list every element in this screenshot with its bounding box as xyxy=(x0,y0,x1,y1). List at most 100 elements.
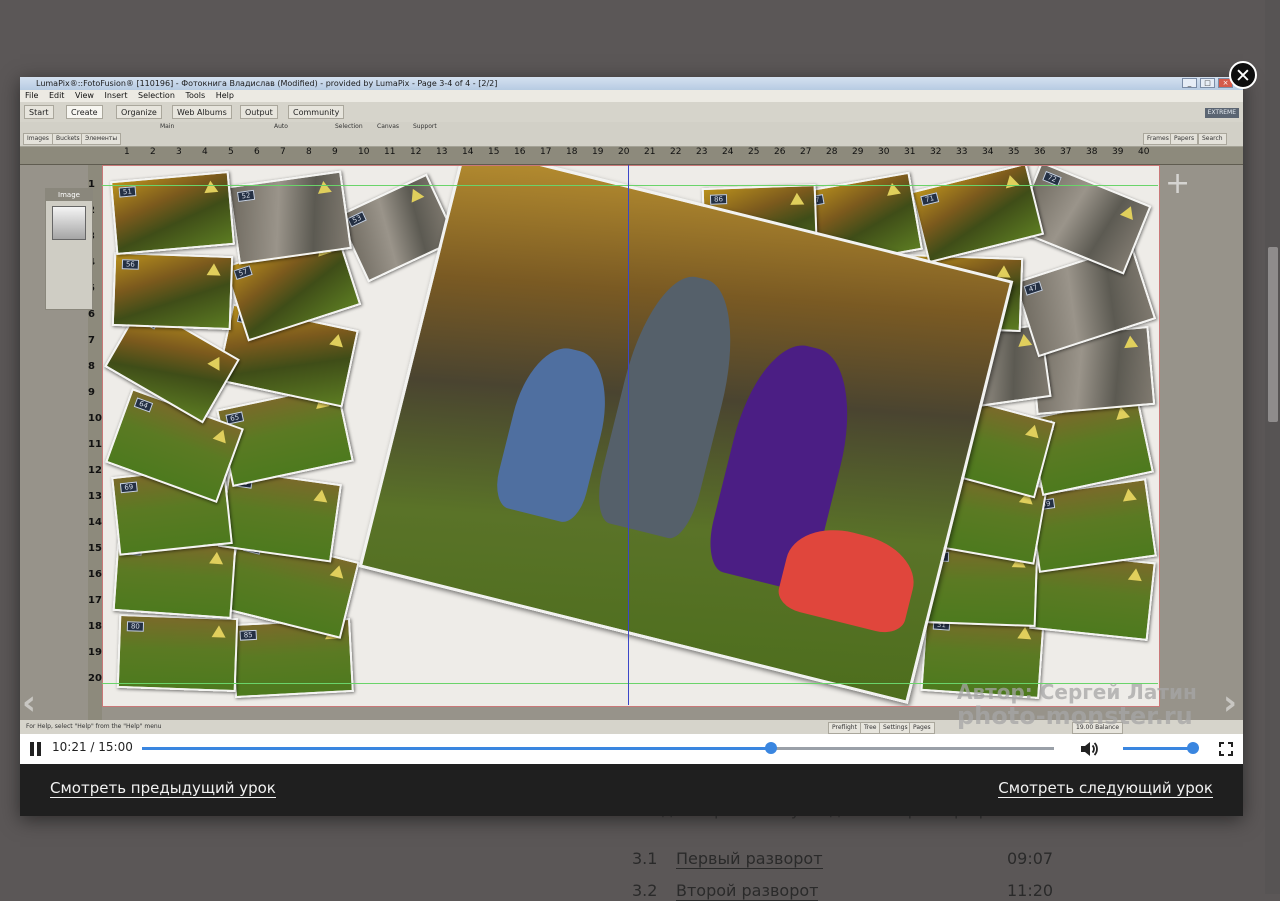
thumbnail-number: 69 xyxy=(119,481,138,494)
ruler-tick: 32 xyxy=(930,147,942,157)
tab-organize: Organize xyxy=(116,105,162,119)
app-title: LumaPix®::FotoFusion® [110196] - Фотокни… xyxy=(36,79,498,88)
ruler-tick: 25 xyxy=(748,147,760,157)
ruler-tick: 9 xyxy=(332,147,338,157)
watermark: Автор: Сергей Латин photo-monster.ru xyxy=(957,680,1197,730)
tab-frames: Frames xyxy=(1143,133,1173,145)
ruler-tick: 5 xyxy=(228,147,234,157)
ruler-tick: 19 xyxy=(88,647,102,658)
maximize-icon: □ xyxy=(1200,78,1215,88)
progress-bar[interactable] xyxy=(142,742,1054,754)
ruler-tick: 23 xyxy=(696,147,708,157)
center-fold-line xyxy=(628,165,629,705)
ruler-tick: 11 xyxy=(88,439,102,450)
warning-icon xyxy=(1024,423,1042,439)
chevron-left-icon[interactable]: ‹ xyxy=(22,683,37,723)
volume-icon[interactable] xyxy=(1079,739,1099,759)
next-lesson-link[interactable]: Смотреть следующий урок xyxy=(998,779,1213,798)
video-modal: LumaPix®::FotoFusion® [110196] - Фотокни… xyxy=(20,77,1243,816)
thumbnail-number: 52 xyxy=(236,189,256,203)
warning-icon xyxy=(885,181,901,196)
progress-knob[interactable] xyxy=(765,742,778,754)
close-icon[interactable]: ✕ xyxy=(1229,61,1257,89)
group-selection: Selection xyxy=(335,123,363,130)
ruler-tick: 6 xyxy=(254,147,260,157)
ruler-tick: 10 xyxy=(88,413,102,424)
collage-thumbnail: 56 xyxy=(111,251,234,331)
ruler-tick: 1 xyxy=(88,179,95,190)
lesson-link[interactable]: Первый разворот xyxy=(676,849,823,869)
lesson-link[interactable]: Второй разворот xyxy=(676,881,819,901)
ruler-tick: 8 xyxy=(88,361,95,372)
lesson-number: 3.2 xyxy=(632,881,658,900)
minimize-icon: _ xyxy=(1182,78,1197,88)
lesson-item[interactable]: 3.1 Первый разворот 09:07 xyxy=(632,849,1053,869)
ruler-tick: 18 xyxy=(88,621,102,632)
thumbnail-number: 80 xyxy=(126,621,144,632)
warning-icon xyxy=(1127,567,1144,582)
ruler-tick: 6 xyxy=(88,309,95,320)
ruler-tick: 15 xyxy=(488,147,500,157)
settings-button: Settings xyxy=(879,722,912,734)
warning-icon xyxy=(1123,334,1139,349)
volume-knob[interactable] xyxy=(1187,742,1199,754)
tab-community: Community xyxy=(288,105,345,119)
thumbnail-number: 71 xyxy=(920,192,940,207)
warning-icon xyxy=(1121,487,1137,502)
ruler-tick: 40 xyxy=(1138,147,1150,157)
thumbnail-number: 86 xyxy=(709,194,728,205)
ruler-tick: 30 xyxy=(878,147,890,157)
page-scrollbar[interactable] xyxy=(1265,0,1280,894)
toolbox-title: Image xyxy=(46,189,92,201)
warning-icon xyxy=(209,551,224,565)
app-toolbar: Start Create Organize Web Albums Output … xyxy=(20,102,1243,123)
photobook-spread: 3132383942415049484773727187868580757470… xyxy=(102,165,1160,707)
ruler-tick: 29 xyxy=(852,147,864,157)
lesson-item[interactable]: 3.2 Второй разворот 11:20 xyxy=(632,881,1053,901)
app-subtoolbar: Images Buckets Элементы Main Auto Select… xyxy=(20,122,1243,147)
ruler-tick: 37 xyxy=(1060,147,1072,157)
warning-icon xyxy=(1119,203,1138,221)
group-main: Main xyxy=(160,123,175,130)
app-menubar: File Edit View Insert Selection Tools He… xyxy=(20,90,1243,102)
guide-line xyxy=(102,185,1158,186)
tree-button: Tree xyxy=(860,722,881,734)
warning-icon xyxy=(211,625,226,638)
ruler-tick: 7 xyxy=(280,147,286,157)
watermark-site: photo-monster.ru xyxy=(957,702,1193,730)
video-frame[interactable]: LumaPix®::FotoFusion® [110196] - Фотокни… xyxy=(20,77,1243,764)
volume-fill xyxy=(1123,747,1193,750)
group-auto: Auto xyxy=(274,123,288,130)
image-tool-icon xyxy=(52,206,86,240)
horizontal-ruler: 1 2 3 4 5 6 7 8 9 10 11 12 13 14 15 16 17 18 19 20 21 22 23 24 2… xyxy=(20,147,1243,165)
menu-edit: Edit xyxy=(48,91,65,100)
ruler-tick: 35 xyxy=(1008,147,1020,157)
thumbnail-number: 57 xyxy=(233,265,253,281)
previous-lesson-link[interactable]: Смотреть предыдущий урок xyxy=(50,779,276,798)
group-canvas: Canvas xyxy=(377,123,400,130)
warning-icon xyxy=(212,427,230,444)
ruler-tick: 17 xyxy=(88,595,102,606)
warning-icon xyxy=(206,263,221,276)
ruler-tick: 16 xyxy=(514,147,526,157)
ruler-tick: 13 xyxy=(88,491,102,502)
pages-button: Pages xyxy=(909,722,935,734)
volume-slider[interactable] xyxy=(1123,742,1199,754)
group-support: Support xyxy=(413,123,437,130)
ruler-tick: 24 xyxy=(722,147,734,157)
thumbnail-number: 53 xyxy=(347,211,367,228)
fullscreen-icon[interactable] xyxy=(1219,742,1233,756)
ruler-tick: 21 xyxy=(644,147,656,157)
add-page-icon: + xyxy=(1165,166,1191,201)
ruler-tick: 20 xyxy=(618,147,630,157)
progress-fill xyxy=(142,747,772,750)
tab-start: Start xyxy=(24,105,54,119)
scrollbar-thumb[interactable] xyxy=(1268,247,1278,422)
menu-help: Help xyxy=(215,91,234,100)
pause-icon[interactable] xyxy=(30,742,42,756)
lesson-number: 3.1 xyxy=(632,849,658,868)
chevron-right-icon[interactable]: › xyxy=(1223,683,1238,723)
ruler-tick: 39 xyxy=(1112,147,1124,157)
player-controls: 10:21 / 15:00 xyxy=(20,734,1243,764)
menu-file: File xyxy=(25,91,39,100)
